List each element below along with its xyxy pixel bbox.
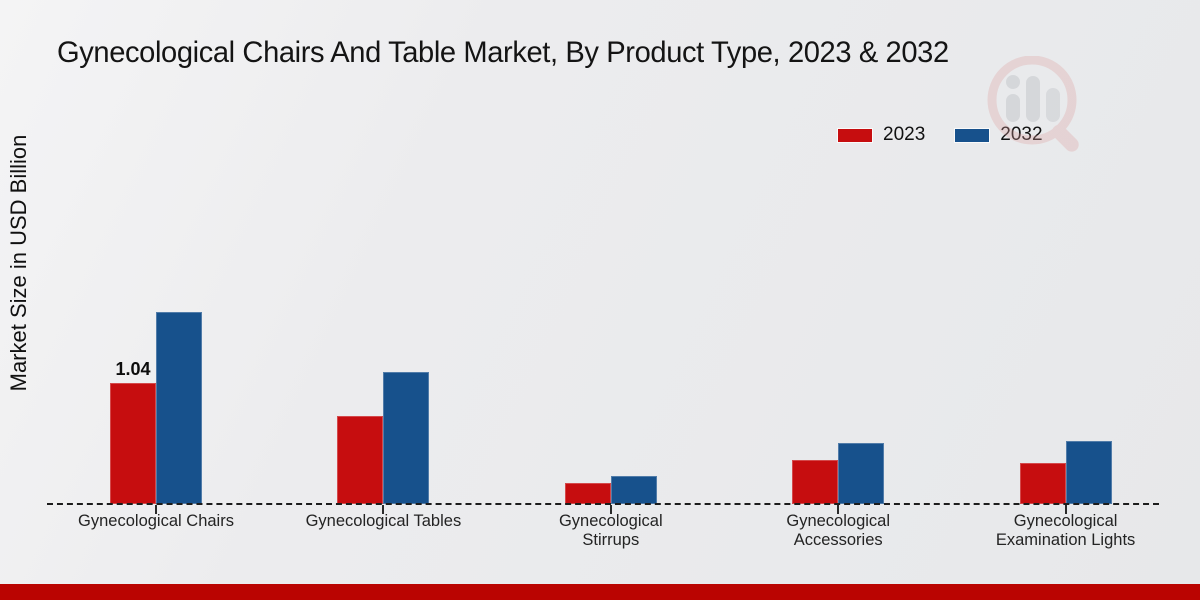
bar-2023-gynecological-chairs xyxy=(110,383,156,504)
market-research-magnifier-logo-icon xyxy=(987,56,1079,152)
legend: 2023 2032 xyxy=(838,124,1043,146)
x-axis-tick-gynecological-examination-lights xyxy=(1064,505,1067,514)
footer-accent-bar xyxy=(0,584,1200,600)
legend-swatch-2023-icon xyxy=(838,128,872,142)
bar-2032-gynecological-stirrups xyxy=(610,476,657,504)
x-axis-category-label-gynecological-examination-lights: Gynecological Examination Lights xyxy=(995,512,1136,550)
x-axis-tick-gynecological-tables xyxy=(382,505,385,514)
chart-title: Gynecological Chairs And Table Market, B… xyxy=(57,36,949,69)
x-axis-tick-gynecological-stirrups xyxy=(609,505,612,514)
bar-2023-gynecological-examination-lights xyxy=(1019,463,1066,504)
bar-2032-gynecological-chairs xyxy=(156,312,202,504)
x-axis-tick-gynecological-chairs xyxy=(155,505,157,514)
x-axis-category-label-gynecological-chairs: Gynecological Chairs xyxy=(78,512,234,530)
x-axis-category-label-gynecological-accessories: Gynecological Accessories xyxy=(786,512,890,550)
legend-item-2023: 2023 xyxy=(838,124,925,146)
bar-2032-gynecological-examination-lights xyxy=(1065,441,1112,504)
bar-2023-gynecological-stirrups xyxy=(564,483,611,504)
bar-2023-gynecological-accessories xyxy=(792,460,839,504)
x-axis-tick-gynecological-accessories xyxy=(837,505,840,514)
x-axis-category-label-gynecological-stirrups: Gynecological Stirrups xyxy=(558,512,663,550)
x-axis-category-label-gynecological-tables: Gynecological Tables xyxy=(305,512,462,530)
bar-2023-gynecological-tables xyxy=(337,416,384,504)
bar-value-label: 1.04 xyxy=(115,359,151,379)
legend-label-2023: 2023 xyxy=(883,124,926,145)
legend-item-2032: 2032 xyxy=(955,124,1043,146)
legend-label-2032: 2032 xyxy=(1000,124,1043,145)
x-axis-baseline xyxy=(47,503,1159,505)
bar-2032-gynecological-tables xyxy=(383,372,430,504)
bar-2032-gynecological-accessories xyxy=(838,443,885,504)
legend-swatch-2032-icon xyxy=(955,128,990,142)
